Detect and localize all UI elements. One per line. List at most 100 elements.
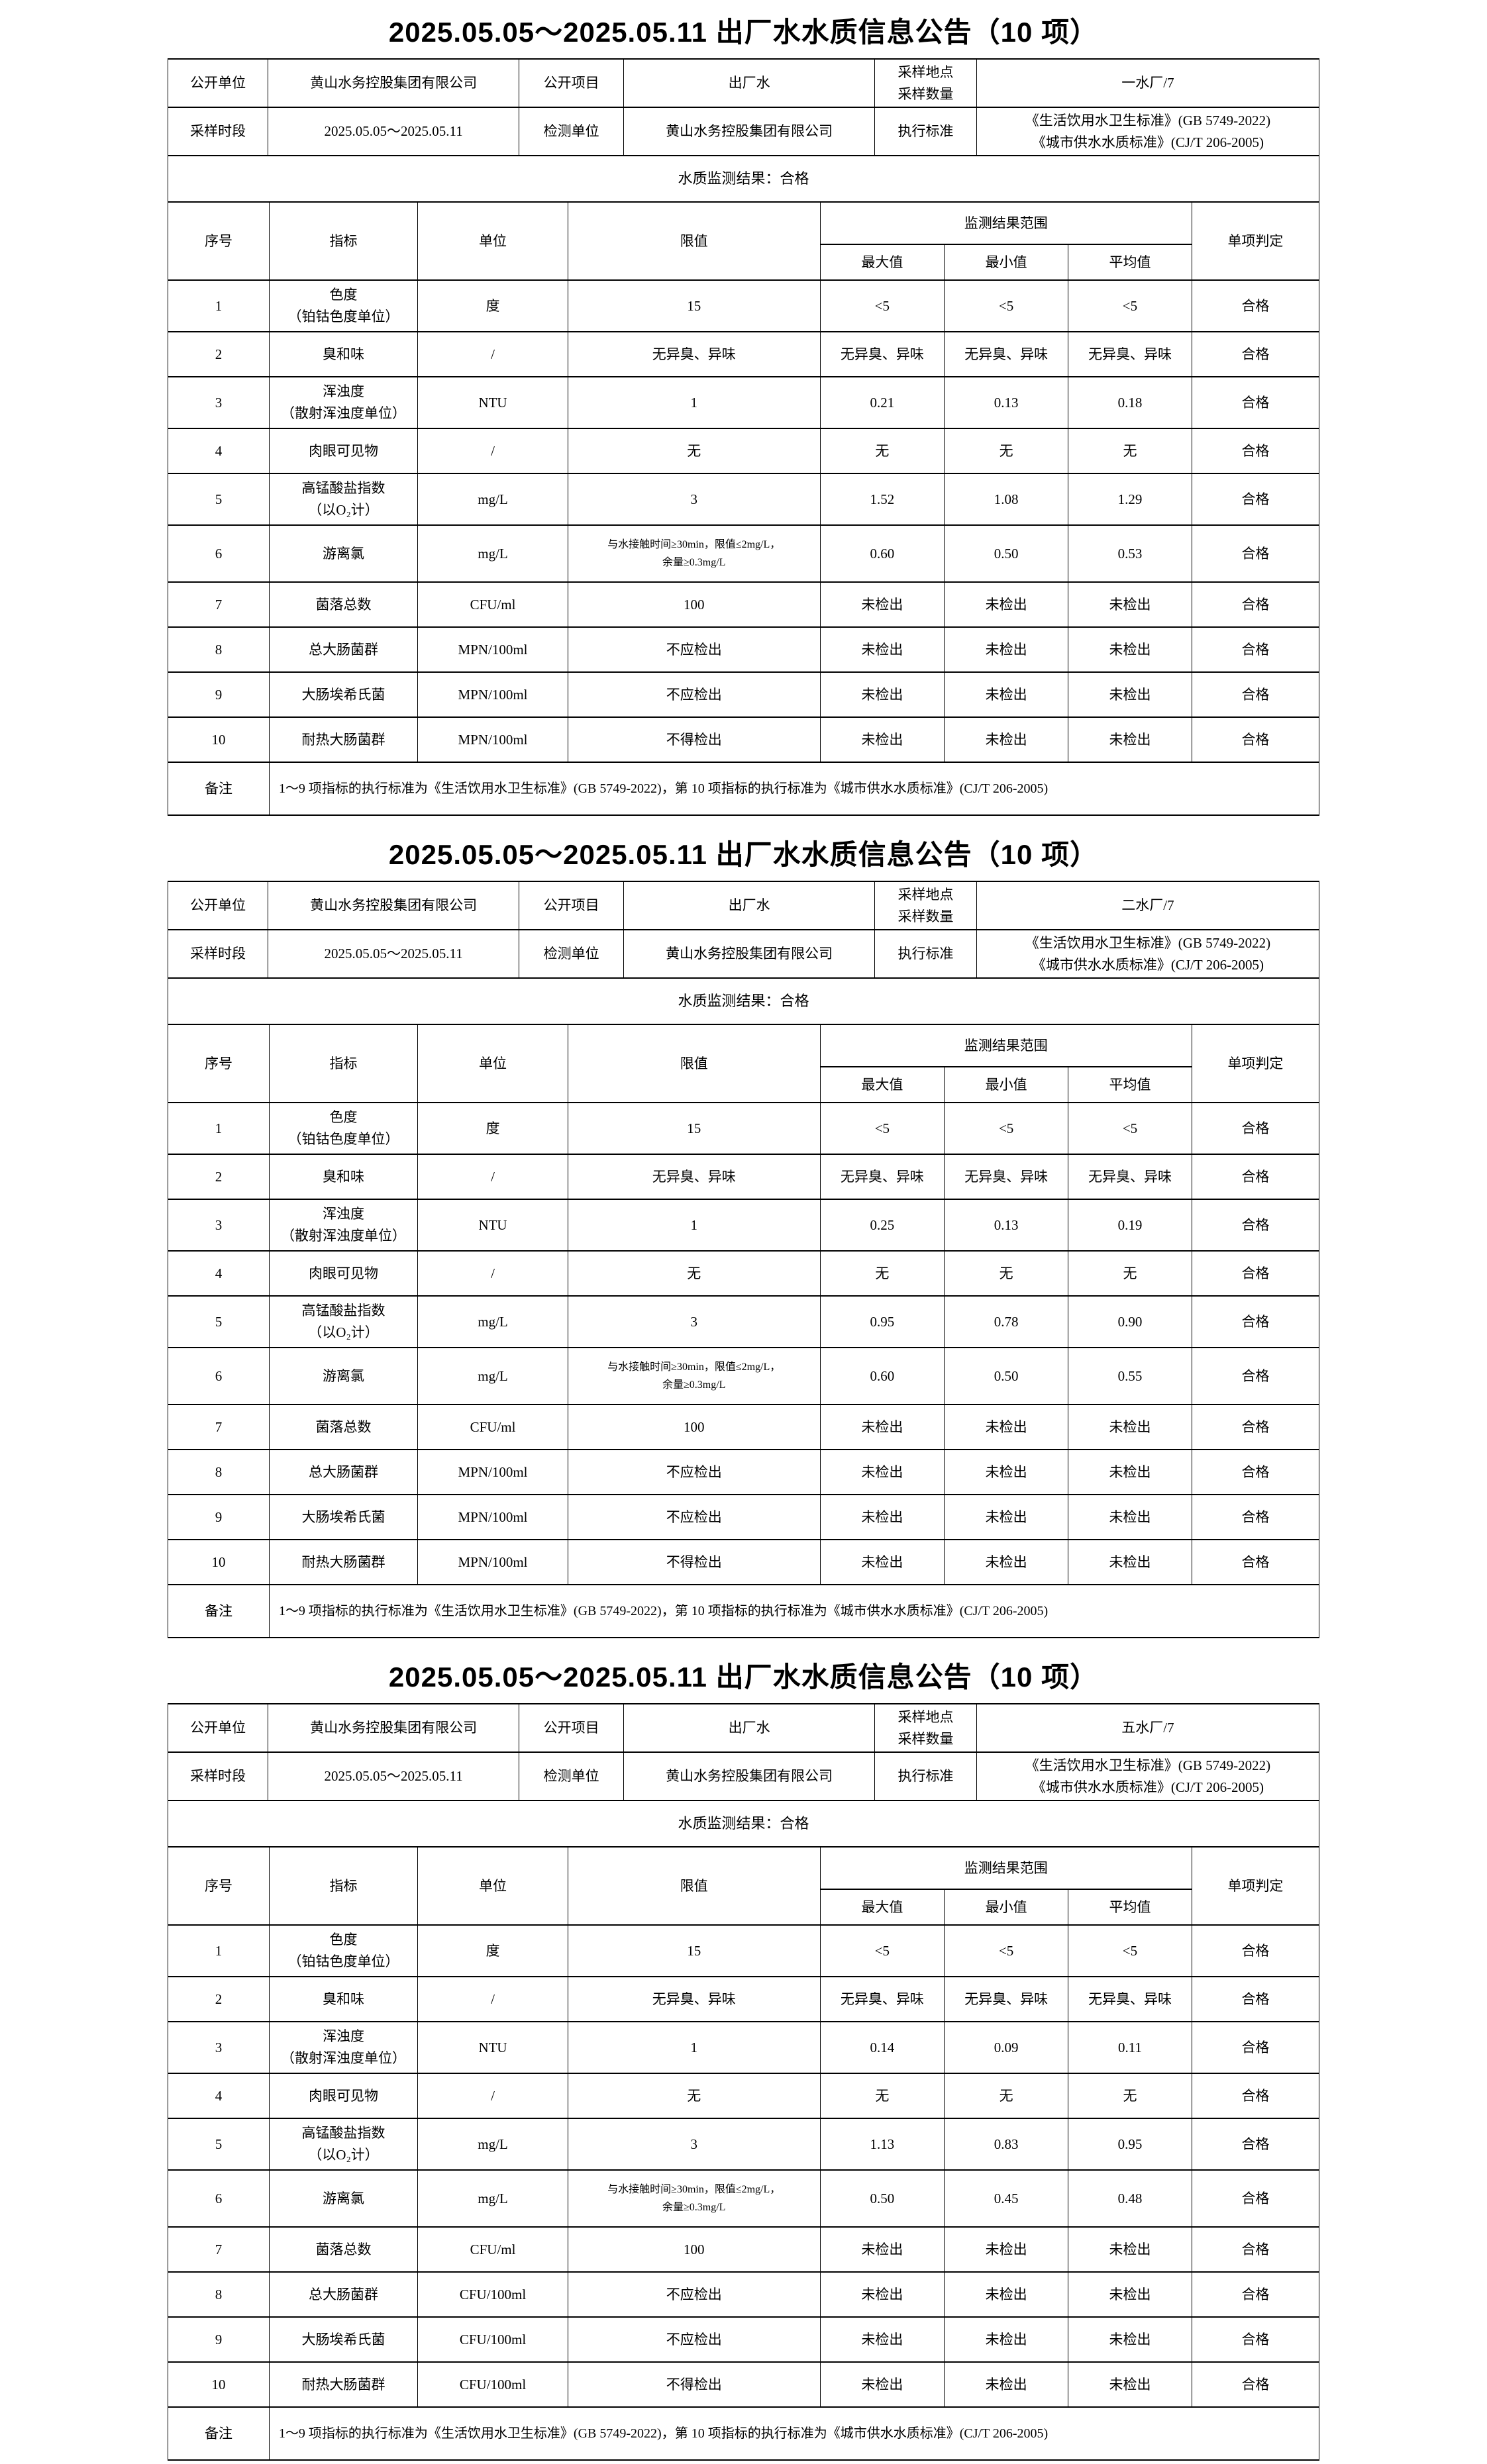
- judge-cell: 合格: [1191, 1250, 1320, 1297]
- judge-cell: 合格: [1191, 2073, 1320, 2119]
- sample-location-value: 二水厂/7: [976, 881, 1320, 930]
- unit-cell: MPN/100ml: [417, 626, 568, 673]
- table-row: 6 游离氯 mg/L 与水接触时间≥30min，限值≤2mg/L， 余量≥0.3…: [168, 1347, 1320, 1405]
- standard-line: 《城市供水水质标准》(CJ/T 206-2005): [1031, 956, 1264, 973]
- indicator-line: 高锰酸盐指数: [301, 2125, 385, 2142]
- max-cell: 未检出: [819, 2316, 945, 2363]
- col-header-no: 序号: [168, 201, 270, 281]
- table-row: 2 臭和味 / 无异臭、异味 无异臭、异味 无异臭、异味 无异臭、异味 合格: [168, 1154, 1320, 1200]
- serial-cell: 3: [168, 2021, 270, 2074]
- serial-cell: 4: [168, 428, 270, 474]
- col-header-avg: 平均值: [1068, 1066, 1192, 1103]
- limit-cell: 1: [567, 1199, 821, 1252]
- remark-label: 备注: [168, 1584, 270, 1638]
- col-header-range: 监测结果范围: [819, 1024, 1192, 1067]
- judge-cell: 合格: [1191, 2316, 1320, 2363]
- avg-cell: 0.11: [1068, 2021, 1192, 2074]
- col-header-limit: 限值: [567, 1846, 821, 1926]
- standard-line: 《城市供水水质标准》(CJ/T 206-2005): [1031, 134, 1264, 150]
- limit-cell: 无异臭、异味: [567, 1154, 821, 1200]
- serial-cell: 7: [168, 581, 270, 628]
- indicator-cell: 肉眼可见物: [268, 428, 419, 474]
- unit-cell: mg/L: [417, 473, 568, 526]
- max-cell: 未检出: [819, 1404, 945, 1450]
- judge-cell: 合格: [1191, 473, 1320, 526]
- serial-cell: 10: [168, 1539, 270, 1585]
- remark-label: 备注: [168, 762, 270, 816]
- judge-cell: 合格: [1191, 331, 1320, 377]
- limit-cell: 无异臭、异味: [567, 1976, 821, 2022]
- unit-cell: CFU/ml: [417, 1404, 568, 1450]
- table-row: 6 游离氯 mg/L 与水接触时间≥30min，限值≤2mg/L， 余量≥0.3…: [168, 524, 1320, 583]
- max-cell: 未检出: [819, 1449, 945, 1495]
- avg-cell: 未检出: [1068, 2271, 1192, 2318]
- publish-item-label: 公开项目: [519, 1703, 625, 1753]
- min-cell: <5: [944, 279, 1069, 332]
- unit-cell: 度: [417, 1102, 568, 1155]
- serial-cell: 1: [168, 1924, 270, 1977]
- indicator-cell: 浑浊度 （散射浑浊度单位）: [268, 2021, 419, 2074]
- indicator-cell: 游离氯: [268, 524, 419, 583]
- table-row: 4 肉眼可见物 / 无 无 无 无 合格: [168, 428, 1320, 474]
- indicator-line: （铂钴色度单位）: [287, 1131, 399, 1147]
- indicator-cell: 大肠埃希氏菌: [268, 2316, 419, 2363]
- col-header-judge: 单项判定: [1191, 1846, 1320, 1926]
- limit-cell: 不应检出: [567, 671, 821, 718]
- limit-cell: 3: [567, 1295, 821, 1348]
- remark-label: 备注: [168, 2406, 270, 2461]
- col-header-unit: 单位: [417, 1024, 568, 1103]
- indicator-cell: 浑浊度 （散射浑浊度单位）: [268, 376, 419, 429]
- serial-cell: 6: [168, 1347, 270, 1405]
- avg-cell: 未检出: [1068, 626, 1192, 673]
- remark-row: 备注 1～9 项指标的执行标准为《生活饮用水卫生标准》(GB 5749-2022…: [168, 2406, 1320, 2461]
- min-cell: 未检出: [944, 2226, 1069, 2273]
- col-header-avg: 平均值: [1068, 1889, 1192, 1926]
- table-row: 7 菌落总数 CFU/ml 100 未检出 未检出 未检出 合格: [168, 1404, 1320, 1450]
- publish-unit-label: 公开单位: [167, 58, 269, 108]
- min-cell: 无异臭、异味: [944, 1154, 1069, 1200]
- standard-line: 《生活饮用水卫生标准》(GB 5749-2022): [1025, 1757, 1271, 1773]
- max-cell: 1.13: [819, 2118, 945, 2171]
- serial-cell: 5: [168, 2118, 270, 2171]
- judge-cell: 合格: [1191, 671, 1320, 718]
- publish-unit-value: 黄山水务控股集团有限公司: [268, 881, 520, 930]
- serial-cell: 5: [168, 473, 270, 526]
- indicator-line: 高锰酸盐指数: [301, 1303, 385, 1319]
- avg-cell: <5: [1068, 1102, 1192, 1155]
- table-subheader-row: 最大值 最小值 平均值: [168, 1066, 1319, 1103]
- avg-cell: 0.55: [1068, 1347, 1192, 1405]
- indicator-cell: 高锰酸盐指数 （以O₂计）: [268, 473, 419, 526]
- min-cell: 0.09: [944, 2021, 1069, 2074]
- limit-cell: 3: [567, 473, 821, 526]
- unit-cell: CFU/100ml: [417, 2361, 568, 2408]
- limit-cell: 不得检出: [567, 716, 821, 763]
- avg-cell: 0.18: [1068, 376, 1192, 429]
- avg-cell: <5: [1068, 1924, 1192, 1977]
- avg-cell: 未检出: [1068, 1494, 1192, 1540]
- judge-cell: 合格: [1191, 428, 1320, 474]
- serial-cell: 8: [168, 626, 270, 673]
- test-unit-value: 黄山水务控股集团有限公司: [623, 107, 876, 156]
- sampling-period-label: 采样时段: [167, 1751, 269, 1801]
- unit-cell: /: [417, 428, 568, 474]
- judge-cell: 合格: [1191, 1494, 1320, 1540]
- min-cell: 0.50: [944, 1347, 1069, 1405]
- min-cell: 0.13: [944, 376, 1069, 429]
- exec-standard-value: 《生活饮用水卫生标准》(GB 5749-2022) 《城市供水水质标准》(CJ/…: [976, 929, 1320, 979]
- max-cell: 无: [819, 2073, 945, 2119]
- min-cell: 未检出: [944, 1539, 1069, 1585]
- serial-cell: 10: [168, 716, 270, 763]
- max-cell: 未检出: [819, 626, 945, 673]
- indicator-line: 色度: [329, 1109, 358, 1126]
- serial-cell: 1: [168, 1102, 270, 1155]
- table-row: 9 大肠埃希氏菌 MPN/100ml 不应检出 未检出 未检出 未检出 合格: [168, 671, 1320, 718]
- indicator-cell: 总大肠菌群: [268, 2271, 419, 2318]
- indicator-cell: 菌落总数: [268, 581, 419, 628]
- judge-cell: 合格: [1191, 716, 1320, 763]
- col-header-max: 最大值: [819, 1066, 945, 1103]
- max-cell: 未检出: [819, 716, 945, 763]
- result-summary: 水质监测结果：合格: [168, 155, 1319, 203]
- results-table: 水质监测结果：合格 序号 指标 单位 限值 监测结果范围 单项判定 最大值 最小…: [168, 155, 1320, 816]
- max-cell: 0.95: [819, 1295, 945, 1348]
- serial-cell: 9: [168, 1494, 270, 1540]
